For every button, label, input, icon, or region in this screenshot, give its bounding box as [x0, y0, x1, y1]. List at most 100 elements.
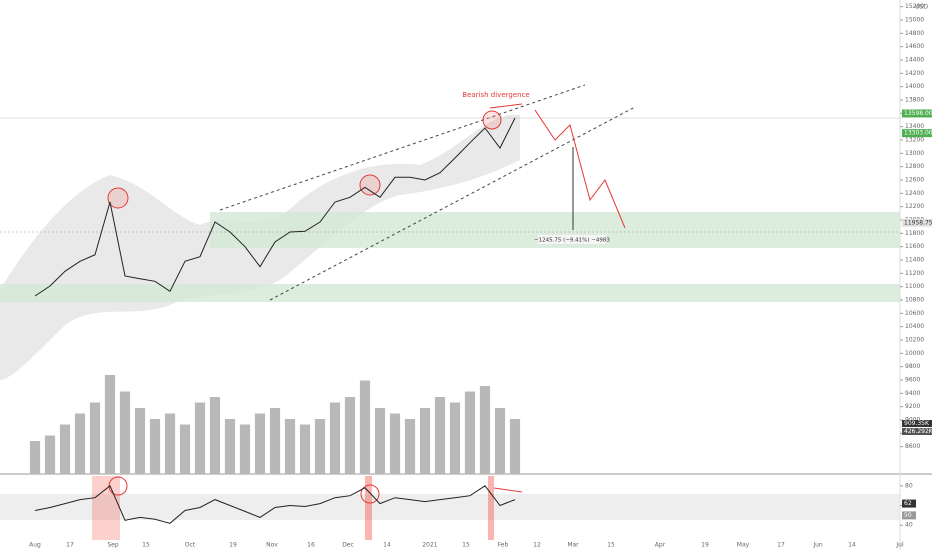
- y-tick-label: 14600: [905, 43, 924, 50]
- x-tick-label: 15: [462, 542, 470, 549]
- y-tick-label: 10400: [905, 323, 924, 330]
- volume-bar: [239, 424, 251, 474]
- projection-arrow: [534, 109, 626, 229]
- y-tick-label: 14000: [905, 83, 924, 90]
- divergence-line: [493, 487, 523, 493]
- y-tick-label: 10000: [905, 350, 924, 357]
- price-line: [34, 117, 516, 297]
- x-tick-label: Aug: [29, 542, 41, 549]
- rsi-label-box: [902, 511, 916, 520]
- volume-bar: [494, 408, 506, 474]
- x-tick-label: 2021: [422, 542, 437, 549]
- price-label-box: [902, 109, 932, 118]
- y-tick-label: 11200: [905, 270, 924, 277]
- currency: USD: [915, 4, 928, 11]
- y-tick-label: 14400: [905, 57, 924, 64]
- volume-bar: [449, 402, 461, 474]
- volume-bar: [119, 391, 131, 474]
- volume-bar: [104, 375, 116, 474]
- volume-bar: [224, 419, 236, 474]
- x-tick-label: Nov: [266, 542, 278, 549]
- volume-bar: [209, 397, 221, 474]
- x-tick-label: Jul: [895, 542, 904, 549]
- y-tick-label: 12400: [905, 190, 924, 197]
- x-tick-label: 19: [229, 542, 237, 549]
- volume-label-box: [902, 420, 932, 427]
- y-tick-label: 13400: [905, 123, 924, 130]
- trend-line: [219, 84, 586, 211]
- x-tick-label: Feb: [498, 542, 509, 549]
- y-tick-label: 14200: [905, 70, 924, 77]
- x-tick-label: 19: [701, 542, 709, 549]
- volume-bar: [59, 424, 71, 474]
- highlight-circle: [359, 174, 381, 196]
- volume-bar: [284, 419, 296, 474]
- price-label-box: [902, 129, 932, 138]
- y-tick-label: 14800: [905, 30, 924, 37]
- y-tick-label: 10600: [905, 310, 924, 317]
- volume-bar: [479, 386, 491, 474]
- rsi-label: 62: [904, 500, 912, 507]
- y-tick-label: 10200: [905, 337, 924, 344]
- volume-bar: [419, 408, 431, 474]
- price-label: 13598.00: [904, 110, 932, 117]
- x-tick-label: Dec: [342, 542, 354, 549]
- volume-bar: [269, 408, 281, 474]
- volume-bar: [194, 402, 206, 474]
- volume-bar: [329, 402, 341, 474]
- x-tick-label: 14: [383, 542, 391, 549]
- volume-bar: [299, 424, 311, 474]
- volume-bar: [374, 408, 386, 474]
- highlight-circle: [107, 187, 129, 209]
- y-tick-label: 13000: [905, 150, 924, 157]
- x-tick-label: 15: [142, 542, 150, 549]
- y-tick-label: 8600: [905, 443, 920, 450]
- y-tick-label: 80: [905, 482, 913, 489]
- y-tick-label: 12600: [905, 177, 924, 184]
- volume-bar: [134, 408, 146, 474]
- x-tick-label: 12: [533, 542, 541, 549]
- x-tick-label: Sep: [107, 542, 119, 549]
- rsi-zone: [488, 476, 494, 540]
- y-tick-label: 11000: [905, 283, 924, 290]
- y-tick-label: 11400: [905, 257, 924, 264]
- volume-bar: [344, 397, 356, 474]
- rsi-zone: [92, 476, 120, 540]
- x-tick-label: 17: [777, 542, 785, 549]
- price-label: 13303.00: [904, 130, 932, 137]
- volume-label: 909.35K: [904, 420, 930, 427]
- y-tick-label: 13800: [905, 97, 924, 104]
- volume-bar: [44, 435, 56, 474]
- y-tick-label: 40: [905, 522, 913, 529]
- x-tick-label: Oct: [185, 542, 196, 549]
- price-line: [34, 485, 516, 524]
- annotation: Bearish divergence: [462, 91, 529, 99]
- volume-bar: [509, 419, 521, 474]
- volume-bar: [434, 397, 446, 474]
- x-tick-label: Mar: [567, 542, 579, 549]
- y-tick-label: 12200: [905, 203, 924, 210]
- volume-bar: [359, 380, 371, 474]
- divergence-line: [489, 103, 523, 109]
- rsi-label-box: [902, 499, 916, 508]
- y-tick-label: 11800: [905, 230, 924, 237]
- y-tick-label: 15000: [905, 17, 924, 24]
- y-tick-label: 10800: [905, 297, 924, 304]
- price-label: 11958.75: [904, 219, 932, 226]
- volume-bar: [74, 413, 86, 474]
- price-label-box: [902, 218, 932, 227]
- volume-label-box: [902, 428, 932, 435]
- zone: [0, 284, 900, 302]
- y-tick-label: 13200: [905, 137, 924, 144]
- x-tick-label: 14: [848, 542, 856, 549]
- x-tick-label: 17: [66, 542, 74, 549]
- volume-bar: [464, 391, 476, 474]
- volume-bar: [164, 413, 176, 474]
- volume-bar: [149, 419, 161, 474]
- rsi-label: 50: [904, 512, 912, 519]
- highlight-circle: [360, 484, 380, 504]
- volume-bar: [254, 413, 266, 474]
- y-tick-label: 9600: [905, 377, 920, 384]
- y-tick-label: 9200: [905, 403, 920, 410]
